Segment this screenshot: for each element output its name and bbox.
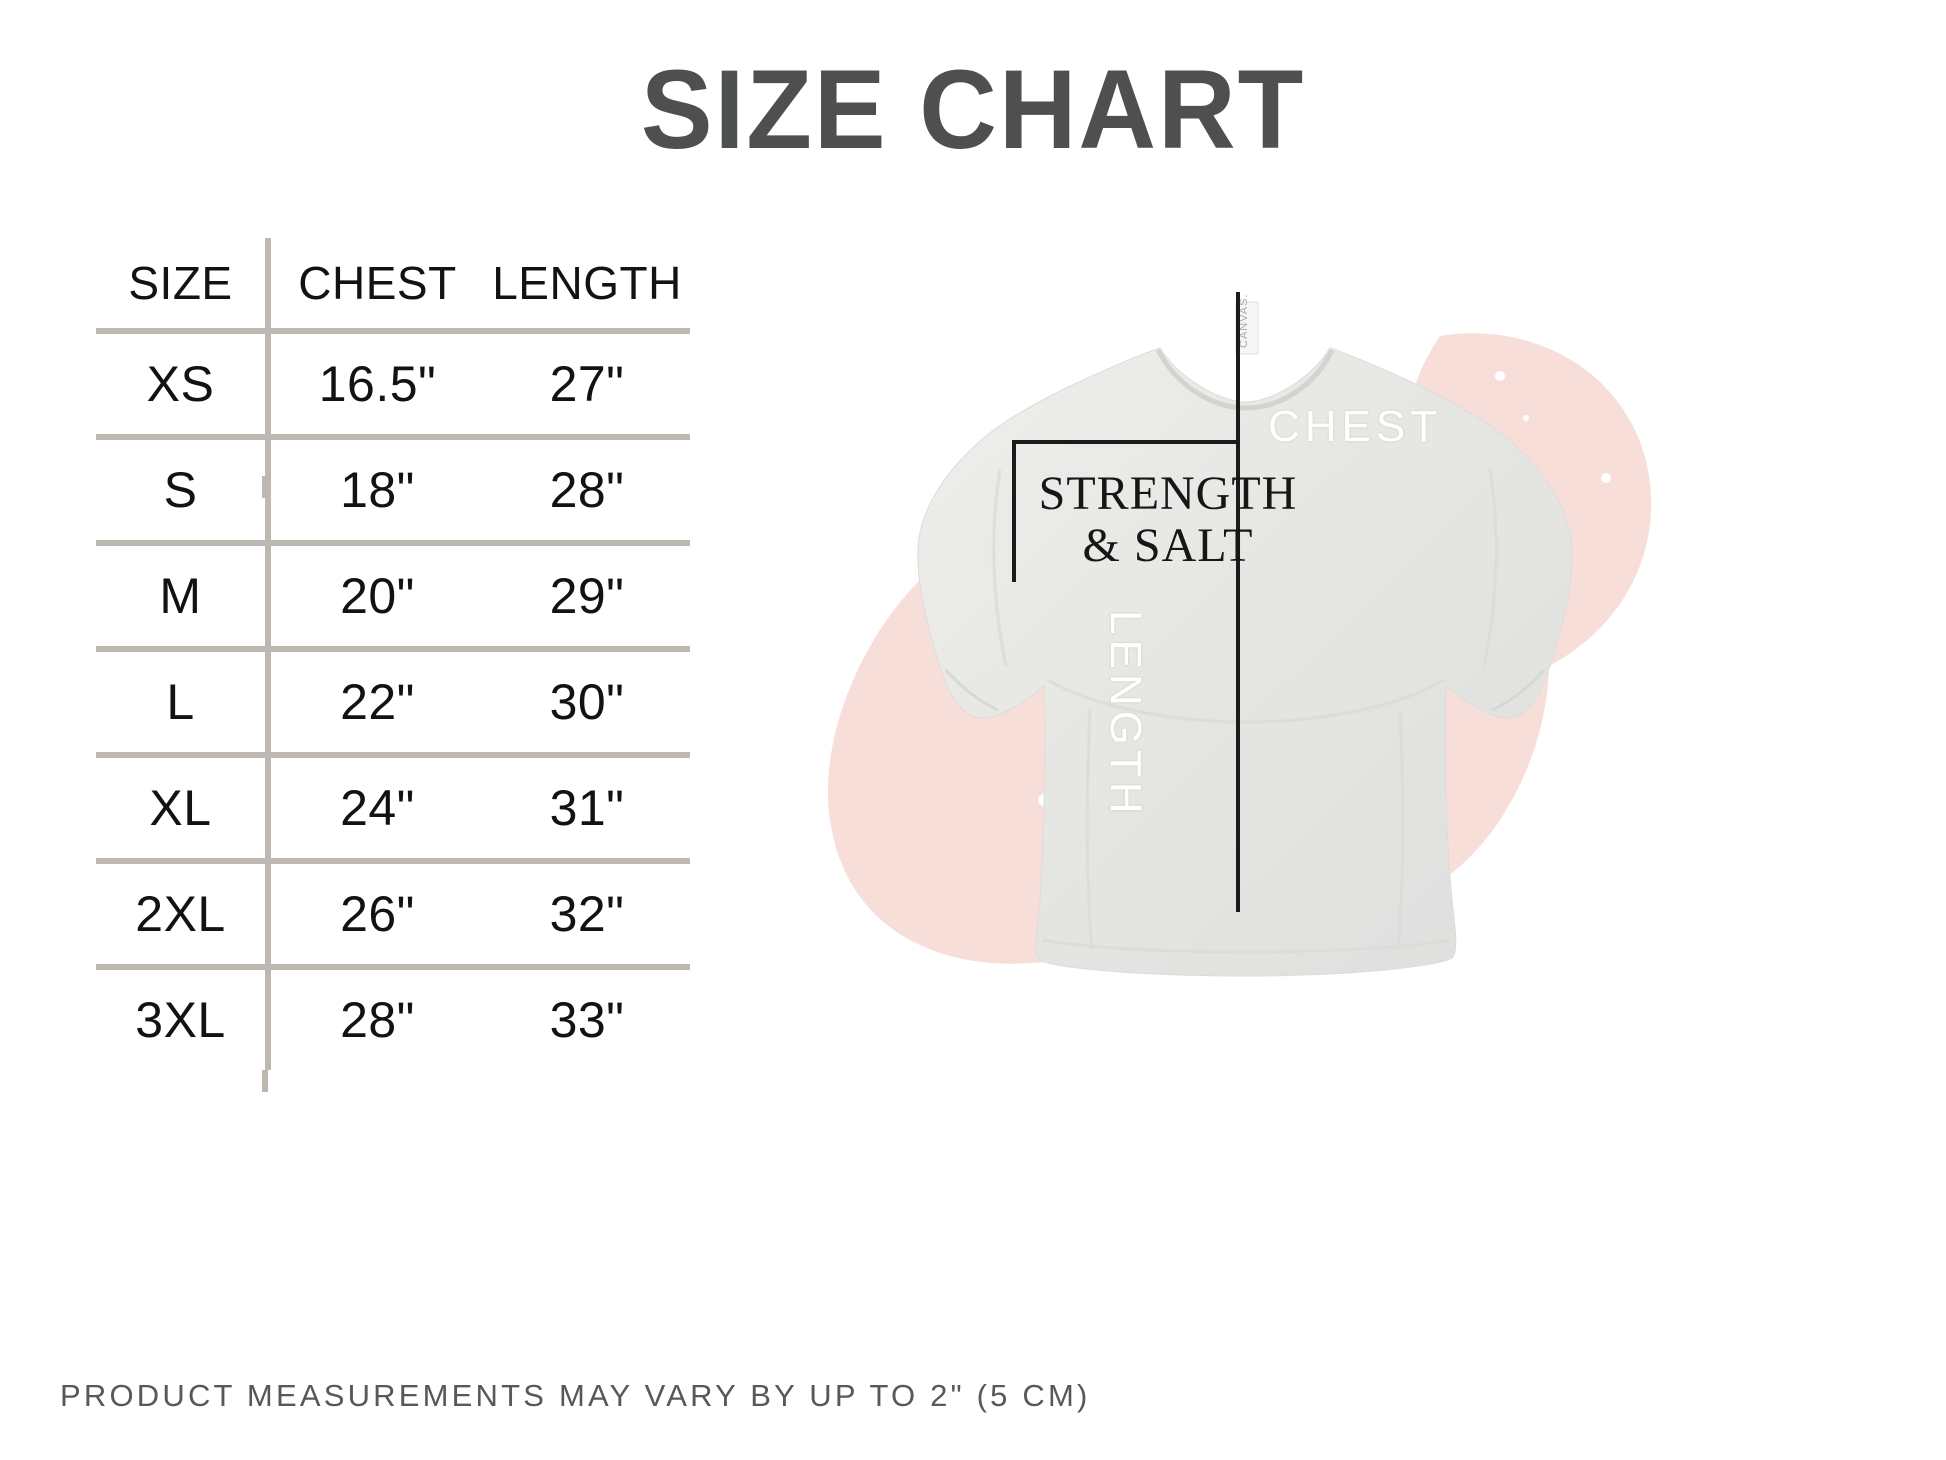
cell-chest: 28" <box>340 992 415 1048</box>
cell-size: S <box>96 437 271 543</box>
brand-line-1: STRENGTH <box>1038 467 1298 520</box>
cell-chest: 20" <box>340 568 415 624</box>
table-vertical-rule-bottom <box>262 1070 268 1092</box>
cell-length: 32" <box>549 886 625 942</box>
length-label: LENGTH <box>1101 610 1150 819</box>
chest-label: CHEST <box>1268 402 1443 451</box>
cell-chest: 26" <box>340 886 415 942</box>
table-row: M 20" 29" <box>96 543 690 649</box>
brand-line-2: & SALT <box>1082 518 1254 572</box>
cell-chest: 24" <box>340 780 415 836</box>
table-row: 2XL 26" 32" <box>96 861 690 967</box>
chest-measure-line-vertical <box>1012 440 1016 582</box>
table-vertical-rule-top <box>262 476 268 498</box>
measurement-disclaimer: PRODUCT MEASUREMENTS MAY VARY BY UP TO 2… <box>60 1378 1091 1413</box>
cell-chest: 18" <box>340 462 415 518</box>
cell-length: 33" <box>549 992 625 1048</box>
page-title: SIZE CHART <box>640 47 1306 172</box>
cell-size: XL <box>96 755 271 861</box>
tshirt-graphic: CANVAS. <box>827 294 1652 977</box>
cell-length: 28" <box>549 462 625 518</box>
cell-chest: 16.5" <box>318 356 437 412</box>
chest-measure-line-horizontal <box>1012 440 1240 444</box>
product-illustration: CANVAS. <box>800 240 1920 1000</box>
table-row: S 18" 28" <box>96 437 690 543</box>
neck-tag: CANVAS. <box>1235 294 1259 355</box>
cell-size: 3XL <box>96 967 271 1070</box>
cell-length: 29" <box>549 568 625 624</box>
cell-length: 30" <box>549 674 625 730</box>
tshirt-shape: CANVAS. <box>917 294 1573 977</box>
column-header-size: SIZE <box>96 238 271 331</box>
cell-size: L <box>96 649 271 755</box>
table-header-row: SIZE CHEST LENGTH <box>96 238 690 331</box>
cell-length: 27" <box>549 356 625 412</box>
table-row: 3XL 28" 33" <box>96 967 690 1070</box>
table-row: XL 24" 31" <box>96 755 690 861</box>
cell-length: 31" <box>549 780 625 836</box>
length-measure-line <box>1236 292 1240 912</box>
size-chart-table: SIZE CHEST LENGTH XS 16.5" 27" S 18" 28"… <box>96 238 690 1092</box>
column-header-chest: CHEST <box>298 257 457 309</box>
cell-chest: 22" <box>340 674 415 730</box>
cell-size: M <box>96 543 271 649</box>
cell-size: 2XL <box>96 861 271 967</box>
svg-text:CANVAS.: CANVAS. <box>1238 294 1250 348</box>
table-row: L 22" 30" <box>96 649 690 755</box>
cell-size: XS <box>96 331 271 437</box>
table-row: XS 16.5" 27" <box>96 331 690 437</box>
shirt-brand-print: STRENGTH & SALT <box>1018 468 1318 572</box>
column-header-length: LENGTH <box>492 257 682 309</box>
